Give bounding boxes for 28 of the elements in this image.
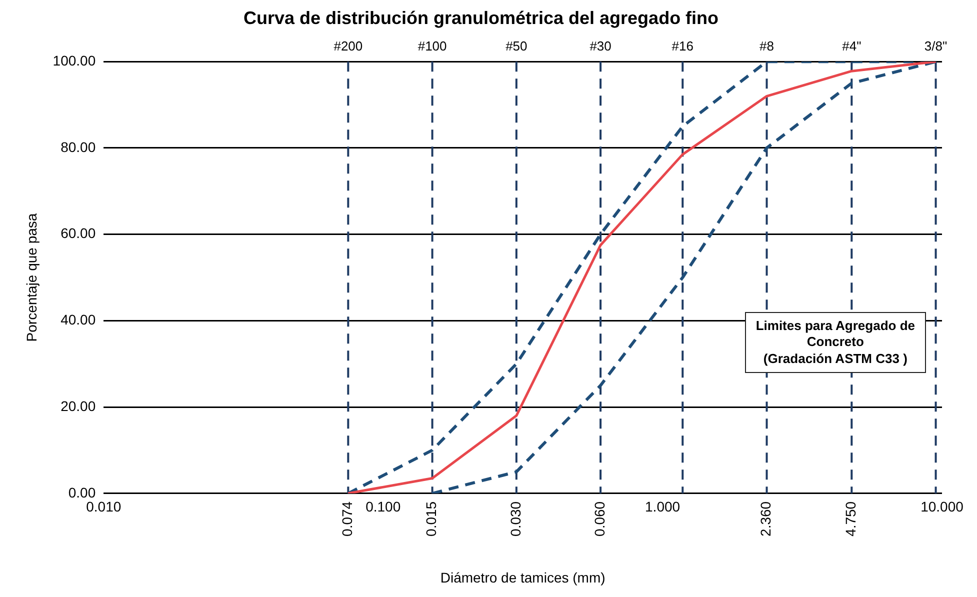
annotation: #16 [672,38,694,54]
annotation: 4.750 [842,501,859,536]
y-tick-label: 100.00 [52,52,96,68]
x-axis-title: Diámetro de tamices (mm) [440,569,606,586]
annotation: 0.074 [339,501,356,536]
y-tick-label: 60.00 [60,225,96,242]
annotation: #100 [418,38,447,54]
annotation: #8 [760,38,774,54]
annotation: #50 [506,38,528,54]
x-tick-label: 0.100 [366,498,401,515]
x-tick-label: 1.000 [645,498,680,515]
annotation: 0.060 [591,501,608,536]
annotation: Limites para Agregado de Concreto (Gradación ASTM C33 ) [744,312,926,373]
y-tick-label: 80.00 [60,138,96,155]
y-tick-label: 0.00 [68,484,96,500]
annotation: 0.030 [507,501,524,536]
annotation: 3/8" [924,38,948,54]
y-axis-title: Porcentaje que pasa [23,213,40,342]
x-tick-label: 0.010 [86,498,122,515]
chart-title: Curva de distribución granulométrica del agregado fino [243,8,719,28]
annotation: 0.015 [423,501,440,536]
y-tick-label: 20.00 [60,398,96,414]
annotation: 2.360 [758,501,774,536]
y-tick-label: 40.00 [60,312,96,328]
x-tick-label: 10.000 [920,498,964,515]
annotation: #4" [842,38,862,54]
annotation: #30 [590,38,612,54]
annotation: #200 [334,38,363,54]
